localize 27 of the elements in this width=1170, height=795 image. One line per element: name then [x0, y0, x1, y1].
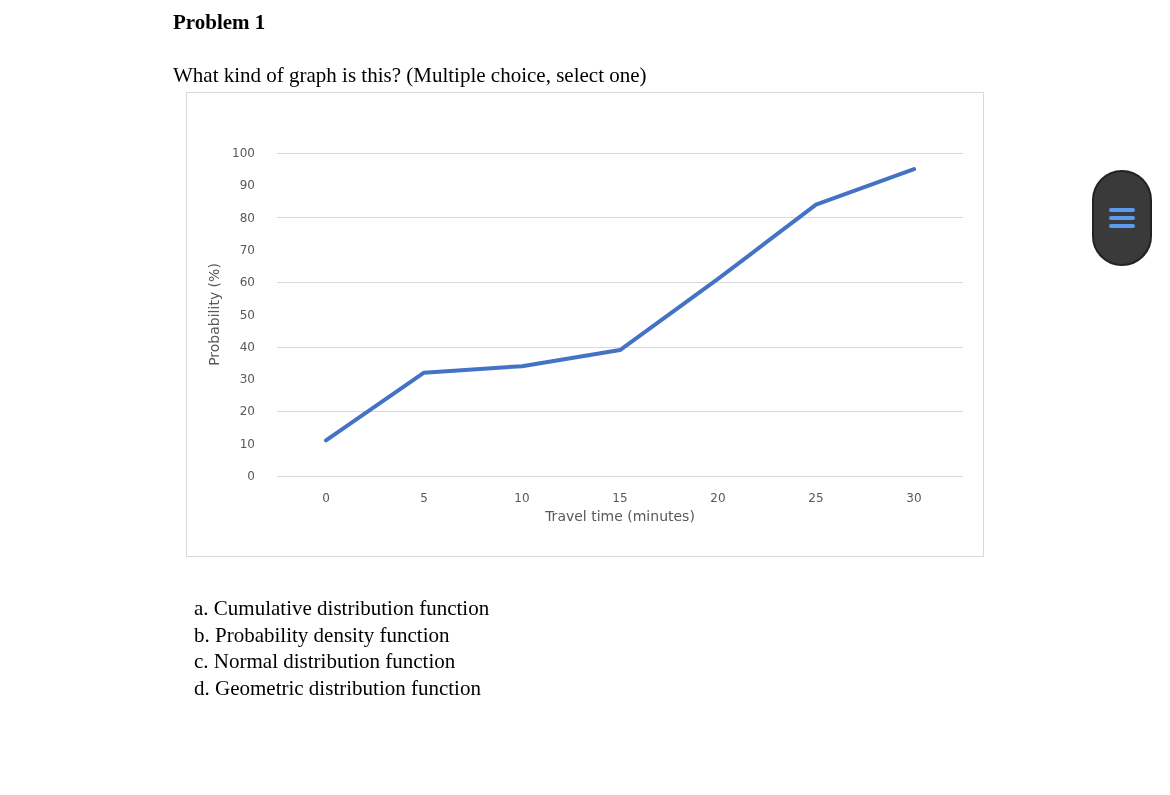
chart-title: Problem 1 [173, 10, 266, 35]
y-tick-label: 50 [239, 307, 255, 322]
y-tick-label: 40 [239, 339, 255, 354]
x-tick-label: 5 [420, 491, 428, 505]
x-tick-label: 25 [808, 491, 824, 505]
x-tick-label: 15 [612, 491, 628, 505]
y-tick-label: 20 [239, 404, 255, 419]
y-axis-title: Probability (%) [206, 263, 223, 366]
y-tick-label: 90 [239, 178, 255, 193]
y-tick-label: 100 [232, 146, 255, 160]
x-tick-label: 30 [906, 491, 922, 505]
y-tick-label: 60 [239, 275, 255, 290]
x-tick-label: 10 [514, 491, 530, 505]
text: c. Normal distribution function [194, 648, 457, 675]
text: b. Probability density function [194, 621, 451, 648]
y-tick-label: 30 [239, 372, 255, 387]
y-tick-label: 10 [239, 436, 255, 451]
chart-subtitle: What kind of graph is this? (Multiple choice, select one) [173, 63, 647, 88]
y-tick-label: 0 [247, 469, 255, 483]
text: d. Geometric distribution function [194, 674, 482, 701]
y-tick-label: 80 [239, 210, 255, 225]
x-tick-label: 20 [710, 491, 726, 505]
text: a. Cumulative distribution function [194, 595, 490, 622]
y-tick-label: 70 [239, 242, 255, 257]
x-axis-title: Travel time (minutes) [544, 507, 695, 524]
line-series [324, 167, 916, 443]
x-tick-label: 0 [322, 491, 330, 505]
